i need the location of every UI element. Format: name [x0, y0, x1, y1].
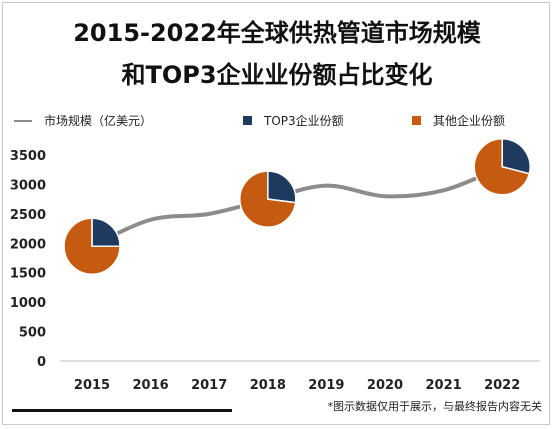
- x-tick-label: 2021: [426, 378, 462, 393]
- legend-line-swatch: [14, 119, 32, 122]
- legend-item-top3: TOP3企业份额: [243, 112, 344, 129]
- pie-slice-top3-2015: [91, 217, 121, 247]
- series-line-market-size: [90, 164, 505, 249]
- y-tick-label: 500: [19, 326, 46, 341]
- footnote-rule: [12, 409, 232, 412]
- pie-slice-other-2022: [473, 138, 531, 196]
- pie-slice-top3-2022: [501, 138, 531, 175]
- x-tick-label: 2016: [133, 378, 169, 393]
- legend-label-other: 其他企业份额: [433, 114, 506, 128]
- y-tick-label: 3000: [10, 178, 46, 193]
- chart-title-line1: 2015-2022年全球供热管道市场规模: [73, 19, 481, 47]
- y-tick-label: 1000: [10, 296, 46, 311]
- legend-swatch-top3: [243, 116, 252, 125]
- x-tick-label: 2015: [74, 378, 110, 393]
- chart-legend: 市场规模（亿美元） TOP3企业份额 其他企业份额: [0, 112, 554, 130]
- x-tick-label: 2022: [484, 378, 520, 393]
- legend-label-market-size: 市场规模（亿美元）: [44, 114, 153, 128]
- x-tick-label: 2019: [308, 378, 344, 393]
- legend-item-market-size: 市场规模（亿美元）: [14, 112, 152, 129]
- y-tick-label: 2500: [10, 208, 46, 223]
- y-tick-label: 0: [37, 355, 46, 370]
- y-tick-label: 3500: [10, 149, 46, 164]
- x-tick-label: 2017: [191, 378, 227, 393]
- x-tick-label: 2018: [250, 378, 286, 393]
- pie-slice-other-2018: [239, 170, 297, 228]
- legend-item-other: 其他企业份额: [412, 112, 505, 129]
- footnote: *图示数据仅用于展示，与最终报告内容无关: [327, 400, 543, 413]
- pie-slice-top3-2018: [267, 170, 297, 204]
- legend-label-top3: TOP3企业份额: [264, 114, 344, 128]
- x-tick-label: 2020: [367, 378, 403, 393]
- legend-swatch-other: [412, 116, 421, 125]
- pie-slice-other-2015: [63, 217, 121, 275]
- chart-title-line2: 和TOP3企业业份额占比变化: [121, 61, 433, 89]
- y-tick-label: 2000: [10, 237, 46, 252]
- y-tick-label: 1500: [10, 267, 46, 282]
